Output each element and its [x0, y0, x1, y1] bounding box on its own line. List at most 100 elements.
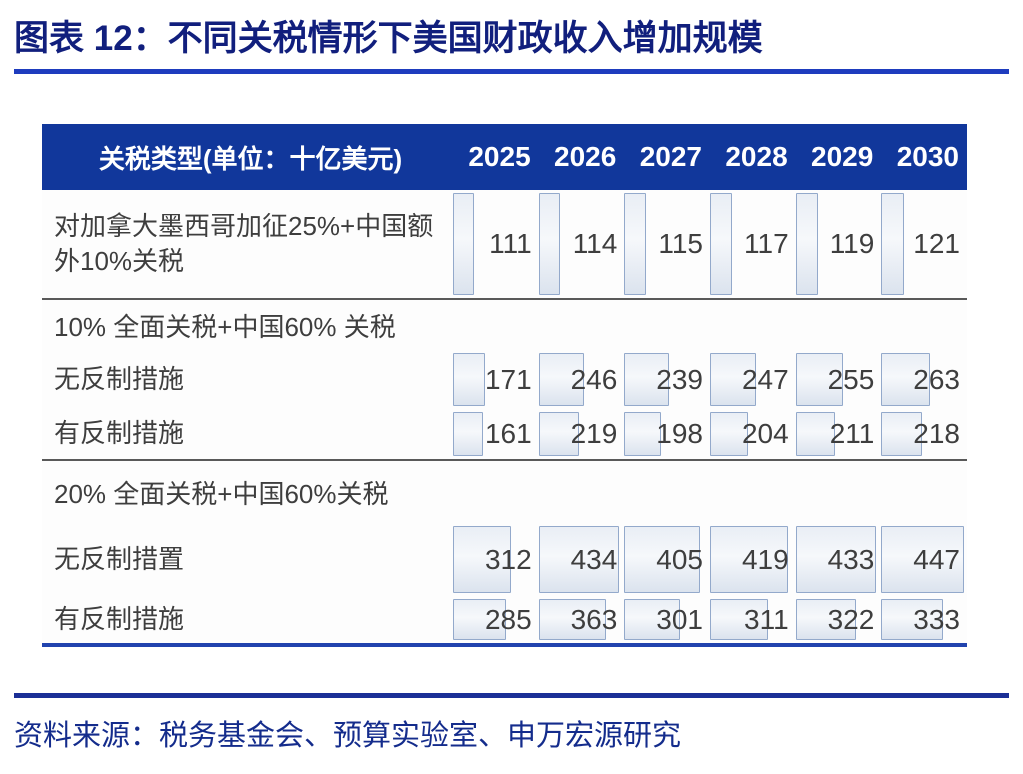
cell-value: 119 — [829, 228, 875, 259]
table-body: 对加拿大墨西哥加征25%+中国额外10%关税 111 114 115 117 119 121… — [42, 190, 967, 647]
table-header-row: 关税类型(单位：十亿美元) 2025 2026 2027 2028 2029 2… — [42, 124, 967, 190]
value-cell: 247 — [709, 350, 796, 409]
value-cell: 121 — [881, 190, 967, 298]
value-cell: 447 — [881, 523, 967, 596]
cell-value: 219 — [570, 418, 618, 449]
data-bar — [881, 353, 931, 406]
value-cell: 119 — [795, 190, 882, 298]
cell-value: 239 — [656, 363, 703, 395]
value-cell: 363 — [538, 596, 625, 643]
value-cell: 204 — [709, 409, 796, 459]
header-cell-year-2028: 2028 — [725, 141, 788, 172]
value-cell: 171 — [453, 350, 539, 409]
cell-value: 419 — [741, 543, 789, 575]
row-label: 无反制措置 — [54, 543, 185, 574]
cell-value: 218 — [913, 418, 960, 449]
table-row: 无反制措施 171 246 239 247 255 263 — [42, 350, 967, 409]
value-cell: 312 — [453, 523, 539, 596]
value-cell: 161 — [453, 409, 539, 459]
title-underline — [14, 69, 1009, 74]
cell-value: 121 — [913, 228, 960, 259]
cell-value: 255 — [827, 363, 875, 395]
row-label: 有反制措施 — [54, 603, 185, 634]
table-row: 有反制措施 161 219 198 204 211 218 — [42, 409, 967, 461]
data-bar — [795, 526, 877, 593]
cell-value: 114 — [572, 228, 618, 259]
value-cell: 311 — [709, 596, 796, 643]
header-cell-year-2026: 2026 — [554, 141, 617, 172]
section-row: 20% 全面关税+中国60%关税 — [42, 461, 967, 523]
data-bar — [795, 193, 818, 295]
table-row: 无反制措置 312 434 405 419 433 447 — [42, 523, 967, 596]
value-cell: 433 — [795, 523, 882, 596]
data-bar — [624, 599, 681, 640]
value-cell: 263 — [881, 350, 967, 409]
source-text: 资料来源：税务基金会、预算实验室、申万宏源研究 — [14, 720, 682, 752]
cell-value: 285 — [484, 603, 532, 635]
tariff-revenue-table: 关税类型(单位：十亿美元) 2025 2026 2027 2028 2029 2… — [42, 124, 967, 647]
value-cell: 419 — [709, 523, 796, 596]
cell-value: 115 — [658, 228, 703, 259]
cell-value: 246 — [570, 363, 618, 395]
cell-value: 171 — [484, 363, 532, 395]
header-cell-year-2027: 2027 — [639, 141, 702, 172]
header-cell-year-2030: 2030 — [896, 141, 959, 172]
cell-value: 363 — [570, 603, 618, 635]
data-bar — [709, 599, 768, 640]
figure-title: 图表 12：不同关税情形下美国财政收入增加规模 — [14, 19, 763, 58]
value-cell: 198 — [624, 409, 710, 459]
value-cell: 114 — [538, 190, 625, 298]
data-bar — [453, 526, 511, 593]
value-cell: 322 — [795, 596, 882, 643]
value-cell: 117 — [709, 190, 796, 298]
data-bar — [453, 412, 483, 456]
data-bar — [795, 412, 835, 456]
cell-value: 311 — [744, 603, 789, 635]
data-bar — [624, 193, 646, 295]
data-bar — [453, 599, 506, 640]
value-cell: 211 — [795, 409, 882, 459]
data-bar — [709, 193, 732, 295]
cell-value: 405 — [656, 543, 703, 575]
value-cell: 301 — [624, 596, 710, 643]
cell-value: 434 — [570, 543, 618, 575]
header-cell-tariff-type: 关税类型(单位：十亿美元) — [98, 143, 403, 174]
value-cell: 255 — [795, 350, 882, 409]
cell-value: 198 — [656, 418, 703, 449]
value-cell: 333 — [881, 596, 967, 643]
cell-value: 301 — [656, 603, 703, 635]
data-bar — [881, 193, 904, 295]
cell-value: 322 — [827, 603, 875, 635]
data-bar — [453, 353, 485, 406]
data-bar — [709, 412, 748, 456]
cell-value: 333 — [913, 603, 960, 635]
row-label: 无反制措施 — [54, 363, 185, 394]
value-cell: 239 — [624, 350, 710, 409]
cell-value: 263 — [913, 363, 960, 395]
cell-value: 312 — [484, 543, 532, 575]
cell-value: 204 — [741, 418, 789, 449]
cell-value: 247 — [741, 363, 789, 395]
source-divider — [14, 693, 1009, 698]
data-bar — [538, 193, 560, 295]
data-bar — [709, 526, 788, 593]
cell-value: 447 — [913, 543, 960, 575]
section-row: 10% 全面关税+中国60% 关税 — [42, 300, 967, 350]
data-bar — [624, 412, 662, 456]
row-label: 对加拿大墨西哥加征25%+中国额外10%关税 — [54, 210, 434, 276]
data-bar — [538, 599, 607, 640]
cell-value: 117 — [744, 228, 789, 259]
value-cell: 115 — [624, 190, 710, 298]
data-bar — [709, 353, 756, 406]
data-bar — [795, 599, 856, 640]
data-bar — [538, 526, 620, 593]
value-cell: 219 — [538, 409, 625, 459]
value-cell: 218 — [881, 409, 967, 459]
header-cell-year-2029: 2029 — [811, 141, 874, 172]
cell-value: 111 — [489, 228, 532, 259]
value-cell: 246 — [538, 350, 625, 409]
cell-value: 211 — [829, 418, 875, 449]
data-bar — [795, 353, 844, 406]
data-bar — [538, 353, 585, 406]
value-cell: 285 — [453, 596, 539, 643]
